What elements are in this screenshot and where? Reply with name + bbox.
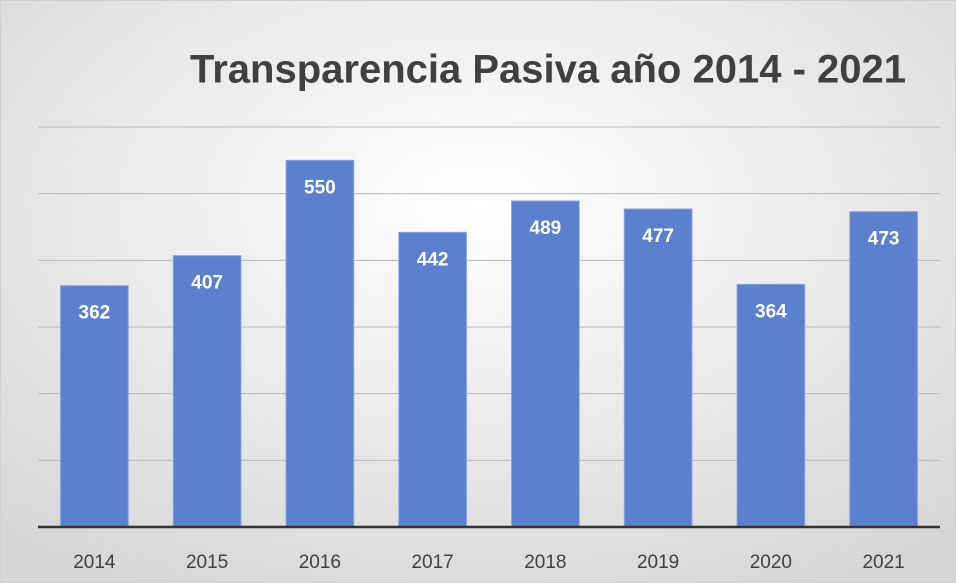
data-label: 473 — [868, 229, 900, 250]
bar — [60, 285, 129, 528]
bar — [398, 231, 467, 528]
x-tick-label: 2015 — [186, 552, 228, 573]
x-tick-label: 2020 — [750, 552, 792, 573]
bar — [849, 211, 918, 528]
x-tick-label: 2021 — [862, 552, 904, 573]
data-label: 477 — [642, 226, 674, 247]
bar — [172, 255, 242, 528]
data-label: 442 — [417, 249, 449, 270]
x-tick-label: 2019 — [637, 552, 679, 573]
x-tick-label: 2016 — [299, 552, 341, 573]
x-tick-label: 2014 — [73, 552, 116, 573]
chart-title: Transparencia Pasiva año 2014 - 2021 — [190, 48, 906, 92]
data-label: 364 — [755, 301, 787, 322]
data-label: 362 — [79, 303, 111, 324]
x-tick-label: 2017 — [411, 552, 453, 573]
data-label: 489 — [530, 218, 562, 239]
data-label: 407 — [191, 273, 223, 294]
bar — [736, 283, 806, 528]
data-label: 550 — [304, 177, 336, 198]
bar — [623, 208, 693, 528]
x-tick-label: 2018 — [524, 552, 566, 573]
bar — [511, 200, 580, 528]
bar — [285, 159, 355, 528]
